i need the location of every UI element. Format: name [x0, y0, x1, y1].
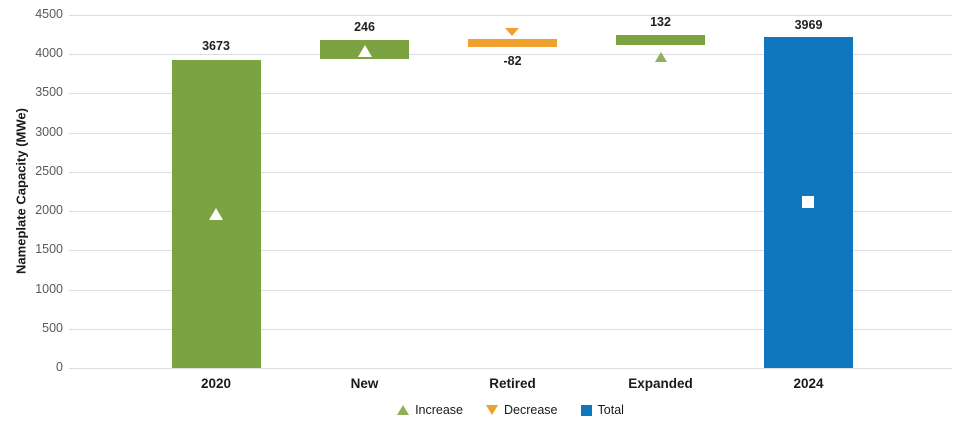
increase-marker-triangle-up-icon	[654, 51, 667, 62]
value-label-expanded: 132	[650, 15, 671, 29]
value-label-retired: -82	[503, 54, 522, 68]
gridline	[69, 250, 952, 252]
total-marker-square-icon	[802, 196, 814, 208]
y-tick-label: 500	[42, 320, 63, 335]
legend-item-total: Total	[580, 403, 624, 417]
triangle-up-icon	[397, 405, 410, 415]
decrease-marker-triangle-down-icon	[505, 27, 519, 36]
y-tick-label: 4500	[35, 7, 63, 21]
legend-label-decrease: Decrease	[504, 403, 558, 417]
bar-retired	[468, 39, 557, 47]
y-tick-label: 2000	[35, 203, 63, 218]
legend: Increase Decrease Total	[69, 401, 952, 419]
legend-label-total: Total	[597, 403, 624, 417]
x-label-2024: 2024	[793, 376, 824, 391]
gridline	[69, 328, 952, 330]
plot-area: 3673 246 -82 132 3969 2020 New Retired E…	[69, 15, 952, 391]
x-label-2020: 2020	[200, 376, 232, 391]
value-label-2024: 3969	[794, 18, 823, 32]
y-tick-label: 1000	[35, 281, 63, 296]
gridline	[69, 368, 952, 369]
gridline	[69, 15, 952, 16]
value-label-2020: 3673	[202, 39, 230, 53]
y-tick-label: 3000	[35, 124, 63, 139]
gridline	[69, 132, 952, 134]
legend-label-increase: Increase	[415, 403, 464, 417]
increase-marker-triangle-up-icon	[209, 208, 223, 220]
x-label-retired: Retired	[489, 376, 536, 391]
legend-item-decrease: Decrease	[486, 403, 558, 417]
x-label-new: New	[350, 376, 379, 391]
gridline	[69, 171, 952, 173]
y-tick-label: 4000	[35, 46, 63, 61]
legend-item-increase: Increase	[397, 403, 463, 417]
square-icon	[580, 404, 592, 416]
y-tick-label: 0	[56, 360, 63, 374]
x-label-expanded: Expanded	[628, 376, 693, 391]
triangle-down-icon	[486, 405, 499, 415]
y-tick-label: 2500	[35, 163, 63, 178]
gridline	[69, 54, 952, 56]
y-tick-label: 3500	[35, 85, 63, 100]
gridline	[69, 211, 952, 213]
increase-marker-triangle-up-icon	[357, 45, 372, 57]
y-tick-label: 1500	[35, 242, 63, 257]
gridline	[69, 289, 952, 291]
value-label-new: 246	[354, 20, 375, 34]
bar-expanded	[616, 35, 705, 45]
gridline	[69, 93, 952, 95]
